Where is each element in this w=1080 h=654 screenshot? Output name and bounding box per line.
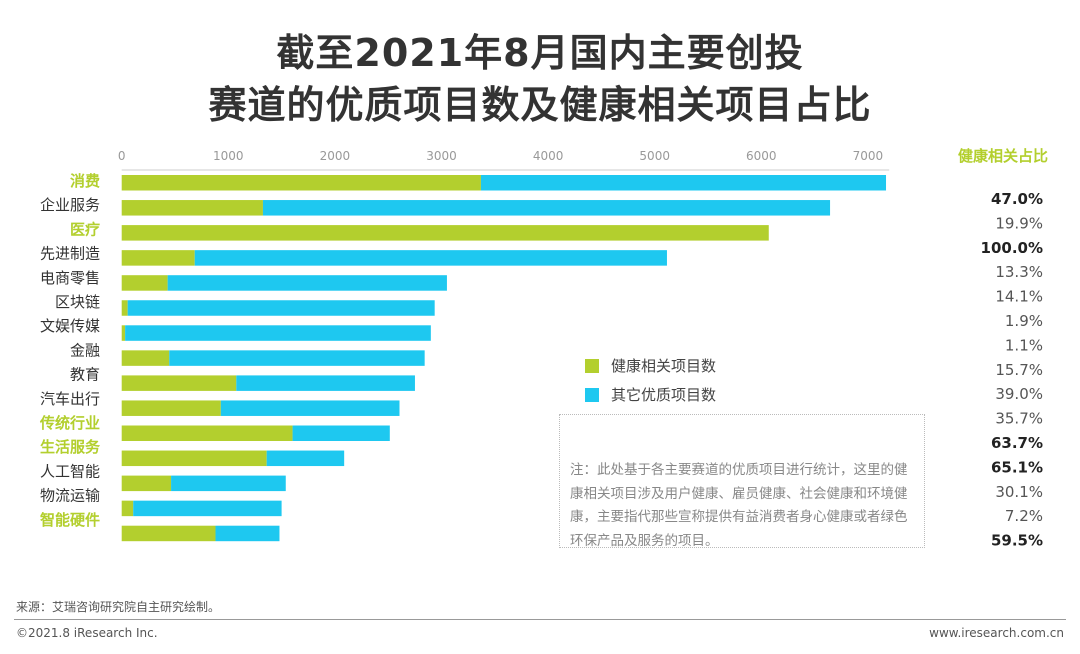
category-label: 电商零售 — [40, 269, 100, 287]
ratio-label: 14.1% — [995, 288, 1043, 306]
legend-item-other: 其它优质项目数 — [585, 384, 716, 405]
bar-other — [167, 275, 447, 291]
category-label: 金融 — [70, 341, 100, 359]
footer-divider — [14, 619, 1066, 620]
bar-other — [236, 375, 415, 391]
x-tick-label: 4000 — [533, 149, 564, 163]
bar-health — [121, 475, 172, 492]
ratio-label: 30.1% — [995, 483, 1043, 501]
bar-health — [121, 275, 168, 291]
category-label: 先进制造 — [40, 245, 100, 263]
category-label: 汽车出行 — [40, 390, 100, 408]
legend-swatch-health — [585, 358, 599, 373]
x-tick-label: 0 — [118, 149, 126, 163]
ratio-label: 65.1% — [991, 458, 1043, 476]
bar-other — [292, 425, 390, 441]
category-label: 传统行业 — [39, 414, 100, 432]
ratio-label: 19.9% — [995, 214, 1043, 232]
copyright: ©2021.8 iResearch Inc. — [16, 626, 158, 640]
legend-item-health: 健康相关项目数 — [585, 355, 716, 376]
ratio-label: 100.0% — [981, 239, 1043, 257]
ratio-label: 59.5% — [991, 532, 1043, 550]
bar-other — [215, 525, 280, 542]
source-text: 来源：艾瑞咨询研究院自主研究绘制。 — [16, 600, 221, 614]
category-label: 区块链 — [55, 293, 100, 311]
bar-health — [121, 500, 134, 517]
ratio-label: 63.7% — [991, 434, 1043, 452]
x-tick-label: 7000 — [853, 149, 884, 163]
bar-health — [121, 525, 216, 542]
bar-health — [121, 450, 267, 467]
category-label: 教育 — [70, 366, 100, 384]
category-label: 企业服务 — [40, 196, 100, 214]
category-label: 生活服务 — [40, 438, 101, 456]
category-label: 文娱传媒 — [40, 317, 100, 335]
legend-label-other: 其它优质项目数 — [611, 386, 717, 404]
note-box: 注：此处基于各主要赛道的优质项目进行统计，这里的健康相关项目涉及用户健康、雇员健… — [559, 414, 925, 549]
bar-health — [121, 175, 481, 191]
bar-other — [171, 475, 286, 492]
x-tick-label: 6000 — [746, 149, 777, 163]
bar-health — [121, 200, 263, 216]
legend-label-health: 健康相关项目数 — [611, 357, 717, 375]
website: www.iresearch.com.cn — [929, 626, 1064, 640]
chart-title-line2: 赛道的优质项目数及健康相关项目占比 — [208, 83, 872, 127]
x-tick-label: 3000 — [426, 149, 457, 163]
bar-other — [266, 450, 345, 467]
bar-other — [220, 400, 400, 416]
category-label: 消费 — [70, 172, 100, 190]
category-label: 智能硬件 — [40, 511, 100, 529]
x-tick-label: 5000 — [639, 149, 670, 163]
bar-health — [121, 425, 293, 441]
bar-other — [194, 250, 667, 266]
bar-health — [121, 300, 128, 316]
ratio-label: 39.0% — [995, 385, 1043, 403]
ratio-label: 47.0% — [991, 190, 1043, 208]
category-label: 人工智能 — [40, 462, 100, 480]
bar-health — [121, 225, 769, 241]
bar-health — [121, 325, 126, 341]
ratio-label: 35.7% — [995, 410, 1043, 428]
bar-health — [121, 250, 195, 266]
bar-health — [121, 400, 221, 416]
ratio-header: 健康相关占比 — [958, 147, 1049, 165]
bar-health — [121, 350, 170, 366]
category-label: 物流运输 — [40, 487, 100, 505]
category-label: 医疗 — [70, 220, 100, 238]
bar-other — [480, 175, 887, 191]
ratio-label: 13.3% — [995, 263, 1043, 281]
bar-other — [125, 325, 431, 341]
ratio-label: 7.2% — [1005, 507, 1043, 525]
bar-other — [262, 200, 831, 216]
ratio-label: 1.9% — [1005, 312, 1043, 330]
chart-title-line1: 截至2021年8月国内主要创投 — [276, 31, 804, 75]
ratio-label: 1.1% — [1005, 336, 1043, 354]
bar-other — [133, 500, 282, 517]
x-tick-label: 1000 — [213, 149, 244, 163]
legend-swatch-other — [585, 387, 599, 402]
bar-other — [169, 350, 425, 366]
bar-other — [127, 300, 435, 316]
ratio-label: 15.7% — [995, 361, 1043, 379]
bar-health — [121, 375, 237, 391]
x-tick-label: 2000 — [320, 149, 351, 163]
